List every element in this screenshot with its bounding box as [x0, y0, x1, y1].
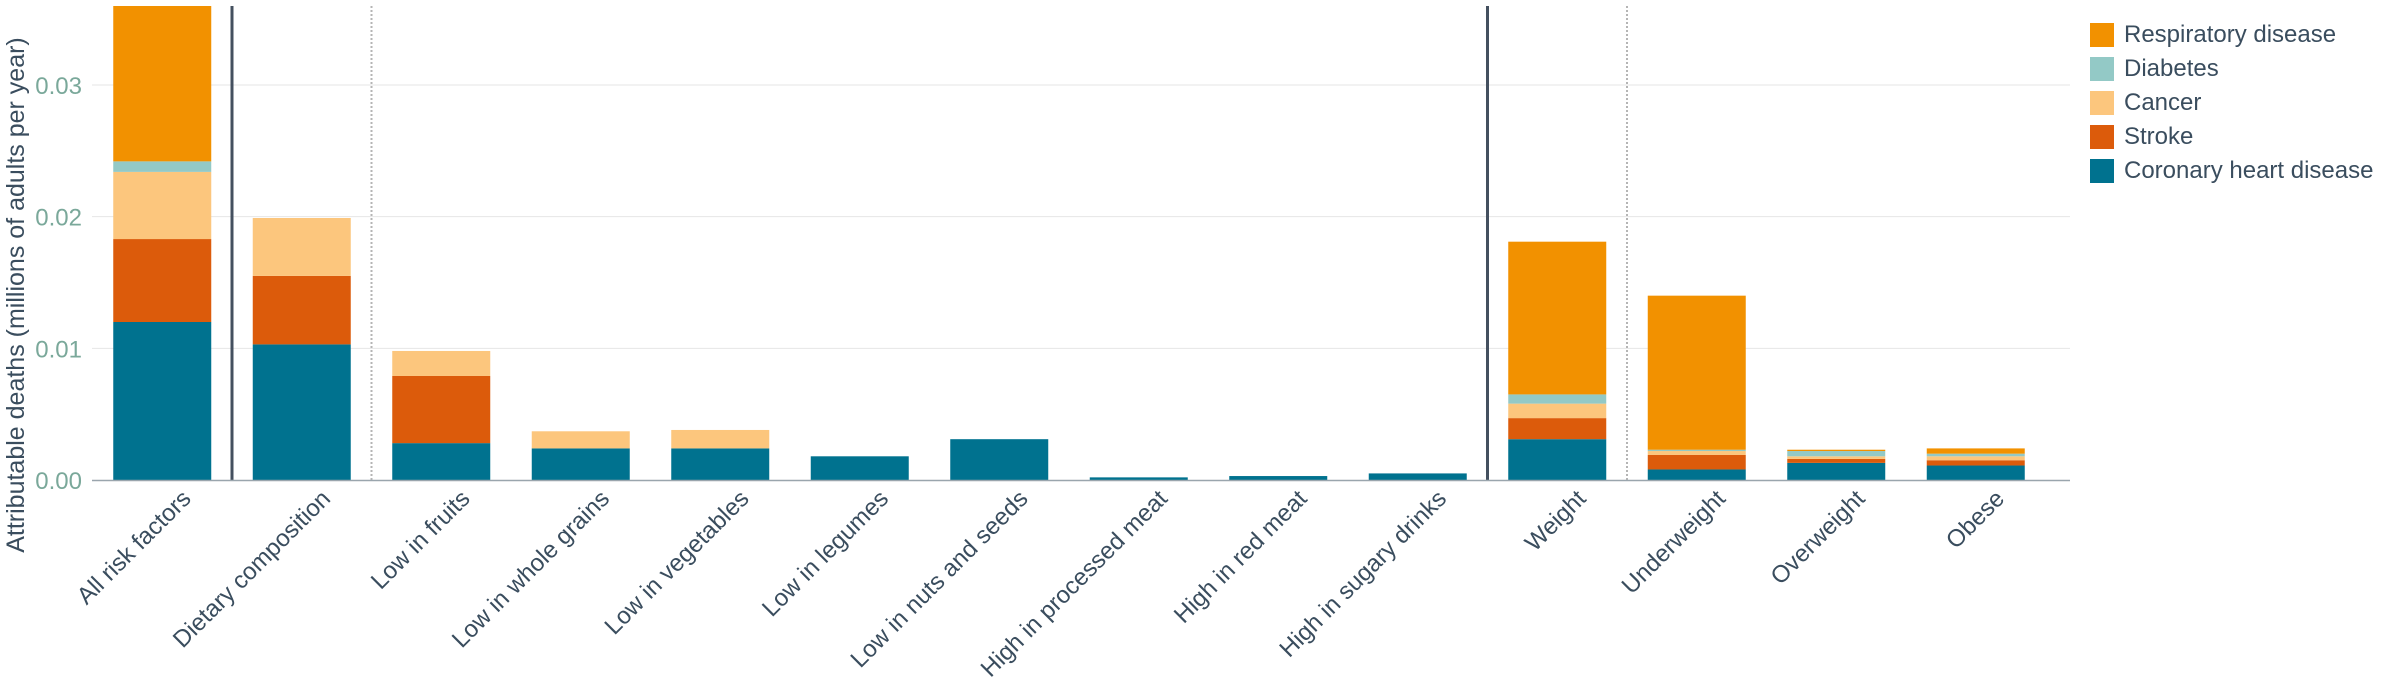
legend-swatch: [2090, 125, 2114, 149]
legend-item: Coronary heart disease: [2090, 154, 2373, 188]
legend-item: Diabetes: [2090, 52, 2373, 86]
legend-label: Respiratory disease: [2124, 21, 2337, 48]
bar-segment: [1508, 418, 1607, 440]
bar-segment: [1508, 439, 1607, 480]
legend-item: Cancer: [2090, 86, 2373, 120]
x-tick-label: Low in fruits: [366, 485, 476, 595]
x-tick-label: Obese: [1941, 485, 2010, 554]
bar-segment: [1647, 295, 1746, 450]
bar-segment: [1229, 476, 1328, 480]
bar-segment: [392, 350, 491, 376]
bar-segment: [1926, 460, 2025, 466]
bar-segment: [113, 6, 212, 162]
y-tick-label: 0.03: [35, 73, 82, 100]
bar-segment: [252, 217, 351, 276]
bar-segment: [1647, 454, 1746, 470]
legend-swatch: [2090, 57, 2114, 81]
legend-label: Coronary heart disease: [2124, 157, 2374, 184]
x-tick-label: Underweight: [1617, 485, 1732, 600]
legend-item: Stroke: [2090, 120, 2373, 154]
bar-segment: [1926, 456, 2025, 461]
bar-segment: [1508, 403, 1607, 419]
y-axis-ticks: 0.00 0.01 0.02 0.03: [35, 73, 82, 495]
bar-segment: [113, 171, 212, 240]
bar-segment: [1647, 469, 1746, 480]
bar-segment: [531, 448, 630, 480]
bar-segment: [392, 443, 491, 480]
legend-swatch: [2090, 91, 2114, 115]
legend-swatch: [2090, 23, 2114, 47]
group-separators: [230, 6, 1628, 480]
legend-swatch: [2090, 159, 2114, 183]
y-tick-label: 0.00: [35, 468, 82, 495]
bar-segment: [113, 322, 212, 480]
bar-segment: [1787, 458, 1886, 463]
bar-segment: [1787, 462, 1886, 480]
bar-segment: [1926, 448, 2025, 454]
legend: Respiratory disease Diabetes Cancer Stroke C…: [2090, 18, 2373, 188]
bar-segment: [1089, 477, 1188, 480]
y-axis-label: Attributable deaths (millions of adults …: [2, 37, 30, 553]
bar-segment: [392, 375, 491, 444]
x-tick-label: Low in whole grains: [447, 485, 615, 653]
bar-segment: [950, 439, 1049, 480]
bars: [113, 6, 2025, 480]
x-tick-label: Low in vegetables: [600, 485, 755, 640]
bar-segment: [671, 448, 770, 480]
bar-segment: [113, 239, 212, 322]
x-tick-label: Overweight: [1766, 485, 1871, 590]
legend-label: Diabetes: [2124, 55, 2219, 82]
x-tick-label: High in red meat: [1169, 485, 1313, 629]
bar-segment: [1508, 241, 1607, 395]
bar-segment: [810, 456, 909, 480]
bar-segment: [1926, 465, 2025, 480]
bar-segment: [252, 275, 351, 345]
bar-segment: [1787, 456, 1886, 459]
bar-segment: [1647, 451, 1746, 455]
bar-segment: [1508, 394, 1607, 404]
bar-segment: [1787, 451, 1886, 457]
x-tick-label: All risk factors: [72, 485, 197, 610]
x-tick-label: Low in legumes: [757, 485, 894, 622]
legend-item: Respiratory disease: [2090, 18, 2373, 52]
bar-segment: [531, 431, 630, 449]
x-tick-label: Dietary composition: [168, 485, 336, 653]
bar-segment: [1926, 453, 2025, 457]
legend-label: Cancer: [2124, 89, 2202, 116]
legend-label: Stroke: [2124, 123, 2194, 150]
x-tick-label: Weight: [1520, 485, 1592, 557]
y-tick-label: 0.02: [35, 205, 82, 232]
y-tick-label: 0.01: [35, 336, 82, 363]
gridlines: [92, 84, 2070, 349]
bar-segment: [1368, 473, 1467, 480]
bar-segment: [113, 161, 212, 172]
bar-segment: [1787, 449, 1886, 452]
bar-segment: [252, 344, 351, 480]
bar-segment: [671, 429, 770, 449]
bar-segment: [1647, 449, 1746, 452]
